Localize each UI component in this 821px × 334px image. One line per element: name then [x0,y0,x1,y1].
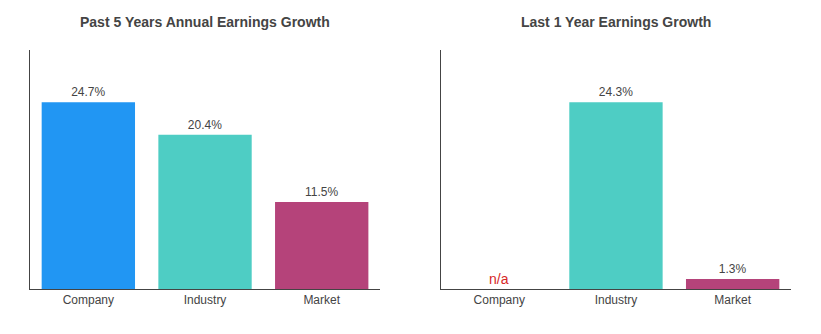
svg-text:Company: Company [474,293,525,307]
svg-text:Industry: Industry [595,293,638,307]
svg-text:Market: Market [714,293,751,307]
svg-text:24.7%: 24.7% [71,85,105,99]
svg-text:20.4%: 20.4% [188,118,222,132]
svg-text:Last 1 Year Earnings Growth: Last 1 Year Earnings Growth [521,14,711,30]
svg-text:11.5%: 11.5% [305,185,338,199]
svg-text:n/a: n/a [489,271,509,287]
svg-text:Industry: Industry [184,293,227,307]
svg-text:Past 5 Years Annual Earnings G: Past 5 Years Annual Earnings Growth [80,14,330,30]
svg-text:1.3%: 1.3% [719,262,747,276]
svg-text:24.3%: 24.3% [599,85,633,99]
svg-text:Market: Market [303,293,340,307]
svg-text:Company: Company [63,293,114,307]
